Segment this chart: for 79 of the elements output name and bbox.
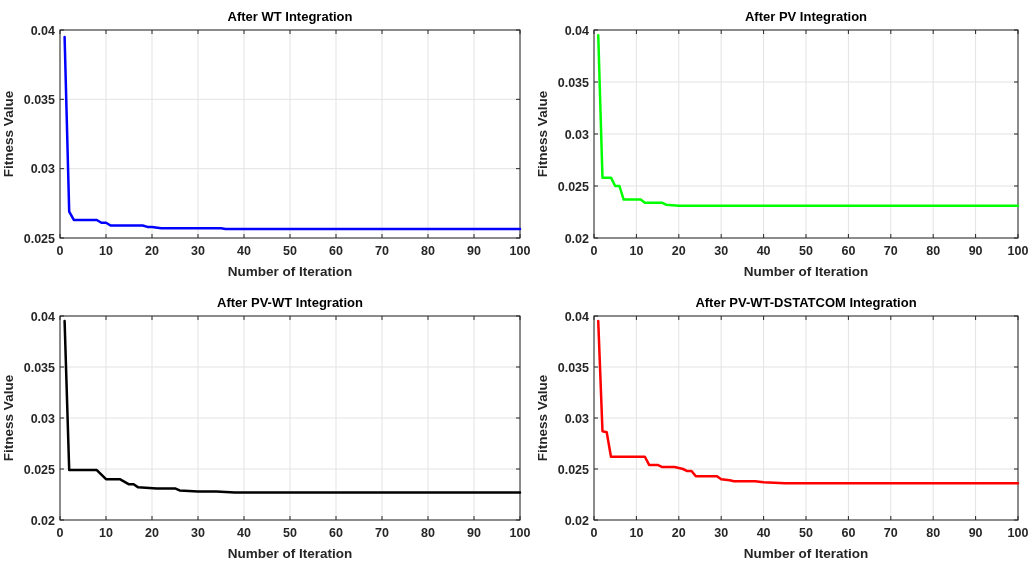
line-series xyxy=(596,319,1020,485)
y-tick-label: 0.04 xyxy=(564,309,590,324)
y-axis-title: Fitness Value xyxy=(1,90,16,178)
x-tick-label: 0 xyxy=(590,526,598,540)
y-tick-label: 0.035 xyxy=(23,92,56,107)
x-tick-label: 0 xyxy=(590,244,598,258)
x-tick-label: 10 xyxy=(629,244,644,258)
x-tick-label: 100 xyxy=(509,244,531,258)
x-axis-title: Number of Iteration xyxy=(743,546,869,561)
y-tick-label: 0.04 xyxy=(30,23,56,38)
y-tick-label: 0.025 xyxy=(557,462,590,477)
x-tick-label: 70 xyxy=(883,244,898,258)
x-tick-label: 30 xyxy=(191,244,205,258)
y-tick-label: 0.025 xyxy=(23,231,56,246)
line-series xyxy=(596,33,1020,208)
x-tick-label: 100 xyxy=(1007,526,1029,540)
x-tick-label: 50 xyxy=(799,526,813,540)
x-tick-label: 20 xyxy=(671,244,686,258)
x-tick-label: 60 xyxy=(841,244,856,258)
y-tick-label: 0.03 xyxy=(30,411,56,426)
chart-title: After PV Integration xyxy=(744,9,868,24)
x-tick-label: 20 xyxy=(145,244,159,258)
x-tick-label: 80 xyxy=(926,244,941,258)
y-tick-label: 0.025 xyxy=(23,462,56,477)
x-tick-label: 50 xyxy=(283,244,297,258)
x-tick-label: 90 xyxy=(467,526,481,540)
x-tick-label: 90 xyxy=(467,244,481,258)
y-tick-label: 0.03 xyxy=(564,127,590,142)
x-tick-label: 0 xyxy=(56,526,64,540)
x-axis-title: Number of Iteration xyxy=(743,264,869,279)
x-axis-title: Number of Iteration xyxy=(227,546,353,561)
x-tick-label: 100 xyxy=(509,526,531,540)
x-tick-label: 20 xyxy=(145,526,159,540)
line-series xyxy=(63,35,522,231)
x-tick-label: 80 xyxy=(421,244,435,258)
y-tick-label: 0.02 xyxy=(30,513,56,528)
chart-title: After PV-WT-DSTATCOM Integration xyxy=(695,295,917,310)
y-axis-title: Fitness Value xyxy=(535,374,550,462)
y-tick-label: 0.04 xyxy=(30,309,56,324)
y-tick-label: 0.035 xyxy=(23,360,56,375)
x-tick-label: 100 xyxy=(1007,244,1029,258)
x-tick-label: 70 xyxy=(375,244,389,258)
x-tick-label: 10 xyxy=(99,526,113,540)
x-tick-label: 80 xyxy=(421,526,435,540)
chart-title: After PV-WT Integration xyxy=(217,295,363,310)
x-axis-title: Number of Iteration xyxy=(227,264,353,279)
x-tick-label: 90 xyxy=(968,526,983,540)
x-tick-label: 50 xyxy=(283,526,297,540)
x-tick-label: 0 xyxy=(56,244,64,258)
x-tick-label: 80 xyxy=(926,526,941,540)
x-tick-label: 40 xyxy=(756,244,771,258)
x-tick-label: 40 xyxy=(237,526,251,540)
y-tick-label: 0.035 xyxy=(557,360,590,375)
x-tick-label: 30 xyxy=(714,244,729,258)
x-tick-label: 30 xyxy=(714,526,729,540)
x-tick-label: 70 xyxy=(375,526,389,540)
line-series xyxy=(63,319,522,494)
y-axis-title: Fitness Value xyxy=(1,374,16,462)
y-tick-label: 0.04 xyxy=(564,23,590,38)
y-tick-label: 0.02 xyxy=(564,231,590,246)
x-tick-label: 60 xyxy=(329,244,343,258)
x-tick-label: 90 xyxy=(968,244,983,258)
y-tick-label: 0.03 xyxy=(30,162,56,177)
y-tick-label: 0.035 xyxy=(557,75,590,90)
x-tick-label: 70 xyxy=(883,526,898,540)
y-axis-title: Fitness Value xyxy=(535,90,550,178)
x-tick-label: 20 xyxy=(671,526,686,540)
x-tick-label: 60 xyxy=(329,526,343,540)
x-tick-label: 10 xyxy=(99,244,113,258)
x-tick-label: 40 xyxy=(237,244,251,258)
x-tick-label: 30 xyxy=(191,526,205,540)
x-tick-label: 60 xyxy=(841,526,856,540)
y-tick-label: 0.025 xyxy=(557,179,590,194)
y-tick-label: 0.02 xyxy=(564,513,590,528)
x-tick-label: 50 xyxy=(799,244,813,258)
y-tick-label: 0.03 xyxy=(564,411,590,426)
chart-title: After WT Integration xyxy=(227,9,353,24)
x-tick-label: 10 xyxy=(629,526,644,540)
x-tick-label: 40 xyxy=(756,526,771,540)
